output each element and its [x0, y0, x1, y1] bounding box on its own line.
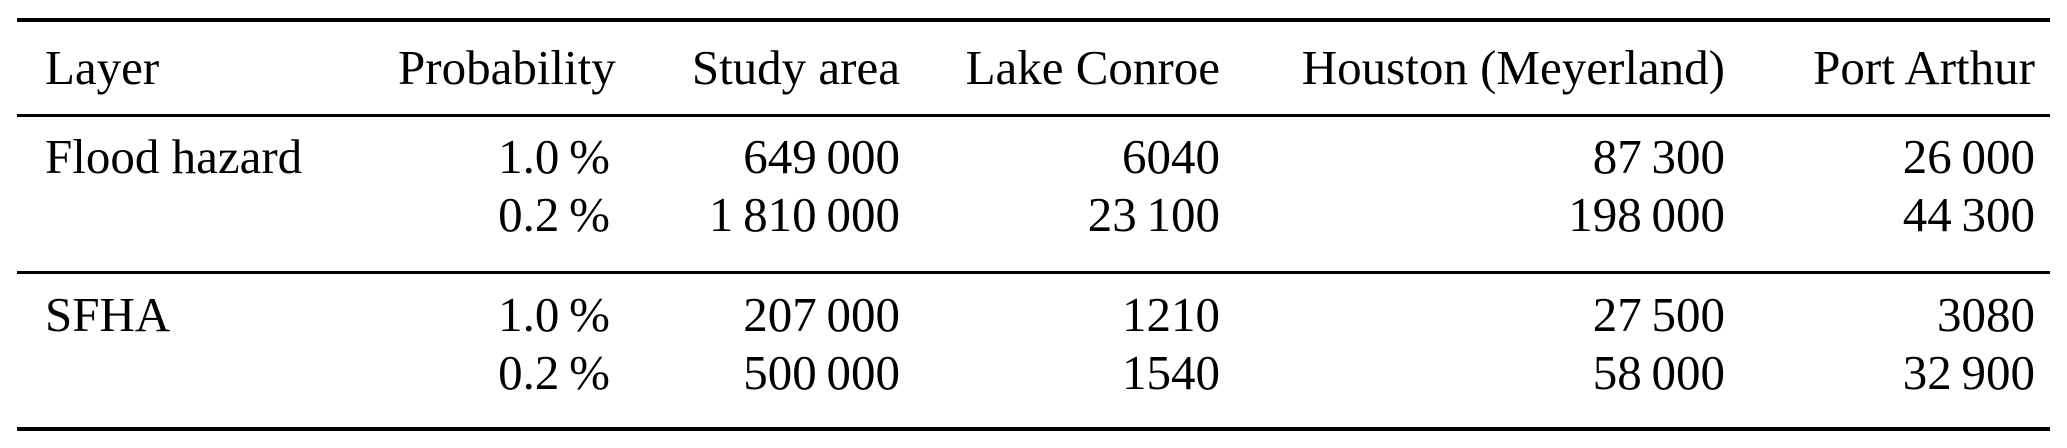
- table-row: 0.2 % 500 000 1540 58 000 32 900: [17, 344, 2050, 429]
- cell-houston-meyerland: 58 000: [1592, 345, 1725, 400]
- row-group-sfha: SFHA 1.0 % 207 000 1210 27 500 3080 0.2 …: [17, 273, 2050, 430]
- cell-houston-meyerland: 87 300: [1592, 129, 1725, 184]
- column-header-layer: Layer: [17, 20, 397, 117]
- cell-layer: [17, 344, 397, 429]
- cell-houston-meyerland: 198 000: [1568, 187, 1725, 242]
- cell-probability: 1.0 %: [498, 287, 610, 342]
- cell-houston-meyerland: 27 500: [1592, 287, 1725, 342]
- header-row: Layer Probability Study area Lake Conroe…: [17, 20, 2050, 117]
- cell-study-area: 1 810 000: [708, 187, 900, 242]
- cell-lake-conroe: 1210: [1122, 287, 1220, 342]
- cell-port-arthur: 3080: [1937, 287, 2035, 342]
- cell-lake-conroe: 1540: [1122, 345, 1220, 400]
- column-header-lake-conroe: Lake Conroe: [915, 20, 1235, 117]
- cell-port-arthur: 44 300: [1902, 187, 2035, 242]
- column-header-houston-meyerland: Houston (Meyerland): [1235, 20, 1740, 117]
- cell-layer: SFHA: [45, 287, 171, 342]
- cell-probability: 0.2 %: [498, 187, 610, 242]
- cell-layer: Flood hazard: [45, 129, 303, 184]
- column-header-port-arthur: Port Arthur: [1740, 20, 2050, 117]
- table-row: SFHA 1.0 % 207 000 1210 27 500 3080: [17, 273, 2050, 345]
- cell-study-area: 500 000: [743, 345, 900, 400]
- cell-probability: 1.0 %: [498, 129, 610, 184]
- column-header-probability: Probability: [397, 20, 625, 117]
- cell-layer: [17, 186, 397, 273]
- cell-port-arthur: 26 000: [1902, 129, 2035, 184]
- column-header-study-area: Study area: [625, 20, 915, 117]
- cell-lake-conroe: 23 100: [1087, 187, 1220, 242]
- flood-exposure-table: Layer Probability Study area Lake Conroe…: [17, 18, 2050, 431]
- table-row: 0.2 % 1 810 000 23 100 198 000 44 300: [17, 186, 2050, 273]
- table-row: Flood hazard 1.0 % 649 000 6040 87 300 2…: [17, 116, 2050, 187]
- cell-port-arthur: 32 900: [1902, 345, 2035, 400]
- row-group-flood-hazard: Flood hazard 1.0 % 649 000 6040 87 300 2…: [17, 116, 2050, 273]
- cell-study-area: 207 000: [743, 287, 900, 342]
- cell-lake-conroe: 6040: [1122, 129, 1220, 184]
- cell-study-area: 649 000: [743, 129, 900, 184]
- cell-probability: 0.2 %: [498, 345, 610, 400]
